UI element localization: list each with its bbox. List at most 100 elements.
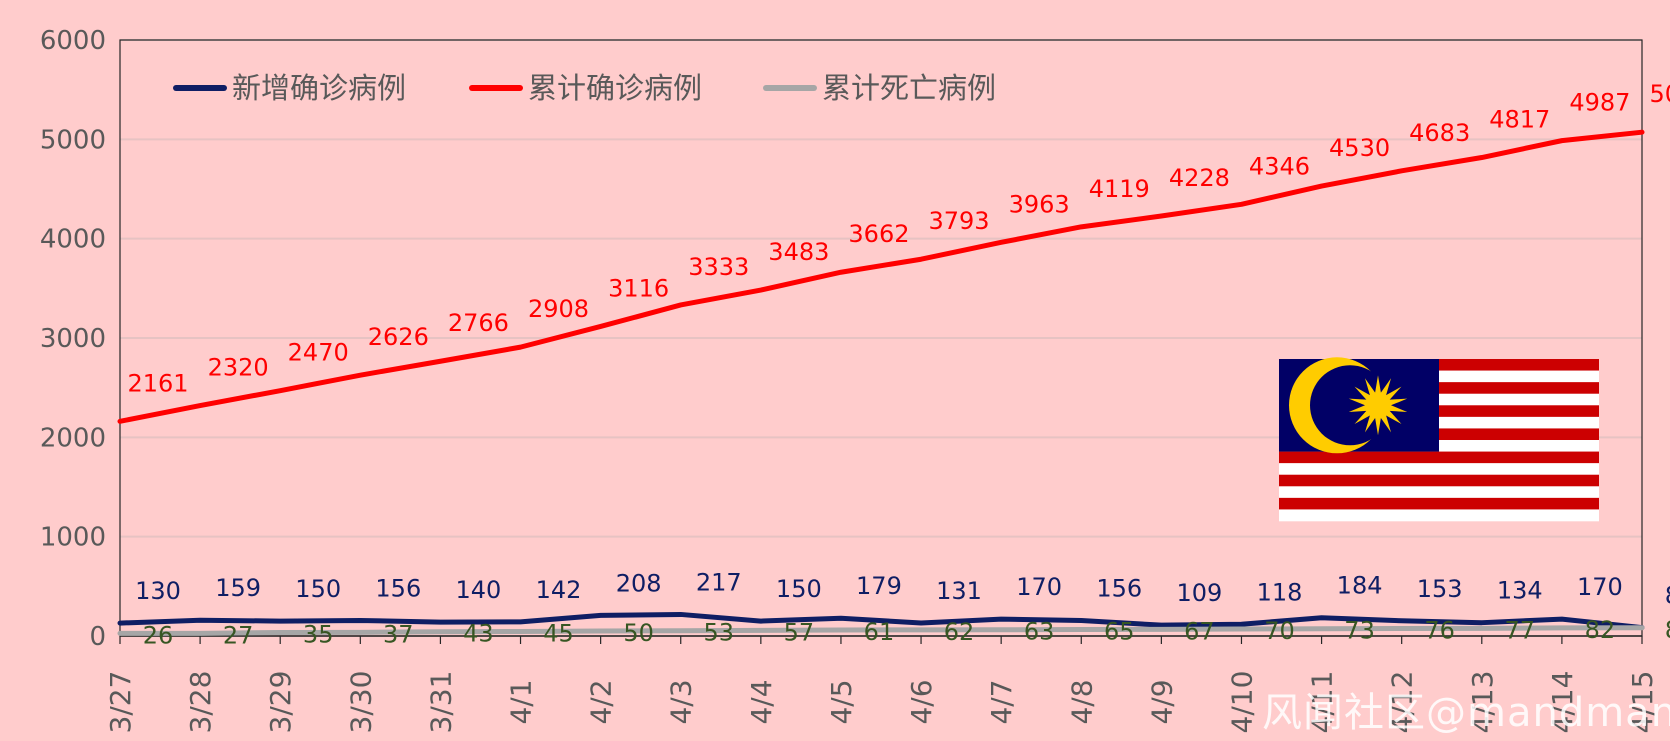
crescent-mask: [1310, 365, 1390, 446]
flag-stripe: [1279, 463, 1599, 476]
y-tick-label: 1000: [40, 523, 106, 553]
data-label: 150: [295, 575, 341, 603]
x-tick-label: 4/3: [665, 679, 698, 724]
data-label: 3793: [929, 207, 990, 235]
x-tick-label: 4/12: [1386, 671, 1419, 734]
data-label: 67: [1184, 617, 1215, 645]
y-tick-label: 3000: [40, 324, 106, 354]
data-label: 70: [1264, 617, 1295, 645]
data-label: 156: [1096, 575, 1142, 603]
data-label: 3963: [1009, 190, 1070, 218]
series-line-1: [117, 611, 1645, 631]
data-label: 140: [456, 576, 502, 604]
data-label: 4683: [1409, 119, 1470, 147]
x-tick-label: 4/1: [505, 679, 538, 724]
data-label: 27: [223, 621, 254, 649]
y-tick-label: 4000: [40, 225, 106, 255]
data-label: 4228: [1169, 164, 1230, 192]
data-label: 2320: [208, 354, 269, 382]
data-label: 50: [623, 619, 654, 647]
x-tick-label: 4/5: [825, 679, 858, 724]
y-tick-label: 2000: [40, 423, 106, 453]
data-label: 150: [776, 575, 822, 603]
watermark: 风闻社区@mandman: [1262, 690, 1670, 736]
data-label: 2766: [448, 309, 509, 337]
x-tick-label: 3/28: [184, 671, 217, 734]
data-label: 170: [1016, 573, 1062, 601]
data-label: 2161: [127, 369, 188, 397]
flag-stripe: [1279, 509, 1599, 522]
x-tick-label: 3/29: [264, 671, 297, 734]
series-line-2: [117, 129, 1645, 424]
data-label: 4817: [1489, 106, 1550, 134]
legend-label: 累计死亡病例: [822, 71, 996, 105]
x-tick-label: 4/14: [1546, 671, 1579, 734]
data-label: 134: [1497, 577, 1543, 605]
data-label: 5072: [1649, 80, 1670, 108]
data-label: 208: [616, 569, 662, 597]
data-label: 170: [1577, 573, 1623, 601]
data-label: 159: [215, 574, 261, 602]
x-tick-label: 3/31: [424, 671, 457, 734]
data-label: 131: [936, 577, 982, 605]
data-label: 109: [1176, 579, 1222, 607]
data-label: 3116: [608, 274, 669, 302]
data-label: 63: [1024, 618, 1055, 646]
data-label: 4530: [1329, 134, 1390, 162]
data-label: 142: [536, 576, 582, 604]
data-label: 2626: [368, 323, 429, 351]
x-tick-label: 4/15: [1626, 671, 1659, 734]
data-label: 45: [543, 620, 574, 648]
x-tick-label: 4/4: [745, 679, 778, 724]
data-label: 73: [1344, 617, 1375, 645]
data-label: 65: [1104, 618, 1135, 646]
x-tick-label: 4/9: [1145, 679, 1178, 724]
data-label: 26: [143, 621, 174, 649]
flag-stripe: [1279, 474, 1599, 487]
data-label: 4987: [1569, 89, 1630, 117]
data-label: 3483: [768, 238, 829, 266]
data-label: 2470: [288, 339, 349, 367]
data-label: 35: [303, 621, 334, 649]
data-label: 85: [1665, 582, 1670, 610]
data-label: 4119: [1089, 175, 1150, 203]
x-tick-label: 3/27: [104, 671, 137, 734]
data-label: 82: [1585, 616, 1616, 644]
malaysia-flag-icon: [1279, 357, 1599, 522]
flag-stripe: [1279, 497, 1599, 510]
y-tick-label: 5000: [40, 125, 106, 155]
star-icon: [1348, 375, 1408, 436]
x-tick-label: 4/2: [585, 679, 618, 724]
data-label: 77: [1505, 616, 1536, 644]
flag-stripe: [1279, 451, 1599, 464]
x-tick-label: 4/7: [985, 679, 1018, 724]
data-label: 76: [1424, 616, 1455, 644]
data-label: 153: [1417, 575, 1463, 603]
y-tick-label: 6000: [40, 26, 106, 56]
x-tick-label: 4/11: [1306, 671, 1339, 734]
flag-stripe: [1279, 486, 1599, 499]
data-label: 61: [864, 618, 895, 646]
data-label: 130: [135, 577, 181, 605]
data-label: 3333: [688, 253, 749, 281]
legend-label: 新增确诊病例: [232, 71, 406, 105]
legend-label: 累计确诊病例: [528, 71, 702, 105]
data-label: 83: [1665, 616, 1670, 644]
x-tick-label: 4/10: [1225, 671, 1258, 734]
data-label: 62: [944, 618, 975, 646]
x-tick-label: 4/6: [905, 679, 938, 724]
data-label: 3662: [848, 220, 909, 248]
data-label: 43: [463, 620, 494, 648]
data-label: 53: [703, 619, 734, 647]
data-label: 184: [1337, 572, 1383, 600]
data-label: 37: [383, 620, 414, 648]
data-label: 118: [1257, 578, 1303, 606]
data-label: 156: [375, 575, 421, 603]
x-tick-label: 4/13: [1466, 671, 1499, 734]
data-label: 4346: [1249, 152, 1310, 180]
x-tick-label: 4/8: [1065, 679, 1098, 724]
series-line-3: [117, 625, 1645, 636]
x-tick-label: 3/30: [344, 671, 377, 734]
